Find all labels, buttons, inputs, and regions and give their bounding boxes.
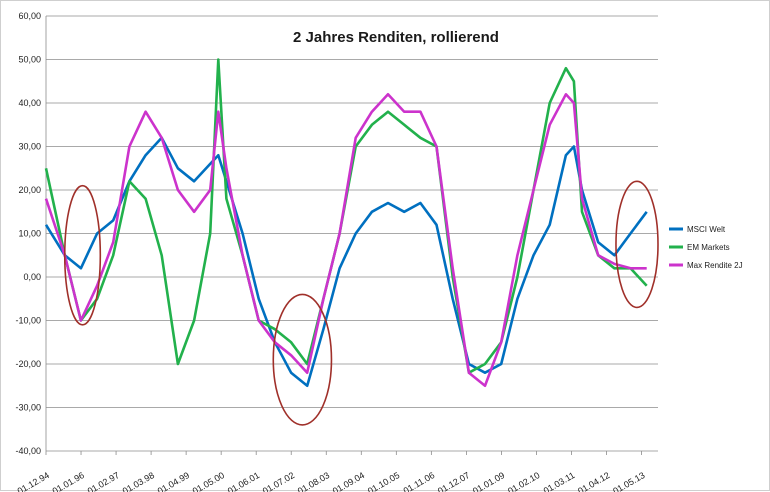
x-tick-label: 01.08.03	[296, 470, 331, 492]
highlight-ellipse-3	[615, 180, 659, 309]
y-axis-ticks: 60,00 50,00 40,00 30,00 20,00 10,00 0,00 -10,00…	[15, 11, 41, 456]
x-tick-label: 01.02.10	[506, 470, 541, 492]
x-tick-label: 01.04.12	[576, 470, 611, 492]
chart-title: 2 Jahres Renditen, rollierend	[293, 29, 499, 46]
series-line-3	[44, 93, 647, 388]
series-line-2	[44, 58, 648, 374]
y-tick-label: -10,00	[15, 316, 41, 326]
x-tick-label: 01.12.07	[436, 470, 471, 492]
highlight-ellipses	[63, 180, 659, 426]
x-tick-label: 01.09.04	[331, 470, 366, 492]
legend: MSCI Welt EM Markets Max Rendite 2J	[669, 225, 743, 270]
legend-label: Max Rendite 2J	[687, 261, 743, 270]
y-tick-label: 10,00	[18, 229, 41, 239]
x-axis-ticks: 01.12.94 01.01.96 01.02.97 01.03.98 01.04.99…	[16, 451, 647, 492]
x-tick-label: 01.02.97	[86, 470, 121, 492]
gridlines	[45, 15, 658, 452]
highlight-ellipse-2	[272, 293, 333, 426]
highlight-ellipse-1	[63, 184, 102, 326]
x-tick-label: 01.10.05	[366, 470, 401, 492]
x-tick-label: 01.05.00	[191, 470, 226, 492]
y-tick-label: -20,00	[15, 359, 41, 369]
x-tick-label: 01.01.09	[471, 470, 506, 492]
y-tick-label: -30,00	[15, 403, 41, 413]
x-tick-label: 01.04.99	[156, 470, 191, 492]
y-tick-label: -40,00	[15, 446, 41, 456]
y-tick-label: 20,00	[18, 185, 41, 195]
x-tick-label: 01.03.98	[121, 470, 156, 492]
x-tick-label: 01.03.11	[542, 470, 577, 492]
legend-label: MSCI Welt	[687, 225, 726, 234]
y-tick-label: 50,00	[18, 55, 41, 65]
x-tick-label: 01.07.02	[261, 470, 296, 492]
y-tick-label: 40,00	[18, 98, 41, 108]
x-tick-label: 01.12.94	[16, 470, 51, 492]
x-tick-label: 01.06.01	[226, 470, 261, 492]
y-tick-label: 30,00	[18, 142, 41, 152]
x-tick-label: 01.11.06	[402, 470, 437, 492]
x-tick-label: 01.05.13	[611, 470, 646, 492]
y-tick-label: 0,00	[23, 272, 41, 282]
x-tick-label: 01.01.96	[51, 470, 86, 492]
y-tick-label: 60,00	[18, 11, 41, 21]
series-line-1	[44, 136, 648, 388]
legend-label: EM Markets	[687, 243, 730, 252]
series-lines	[44, 58, 648, 388]
